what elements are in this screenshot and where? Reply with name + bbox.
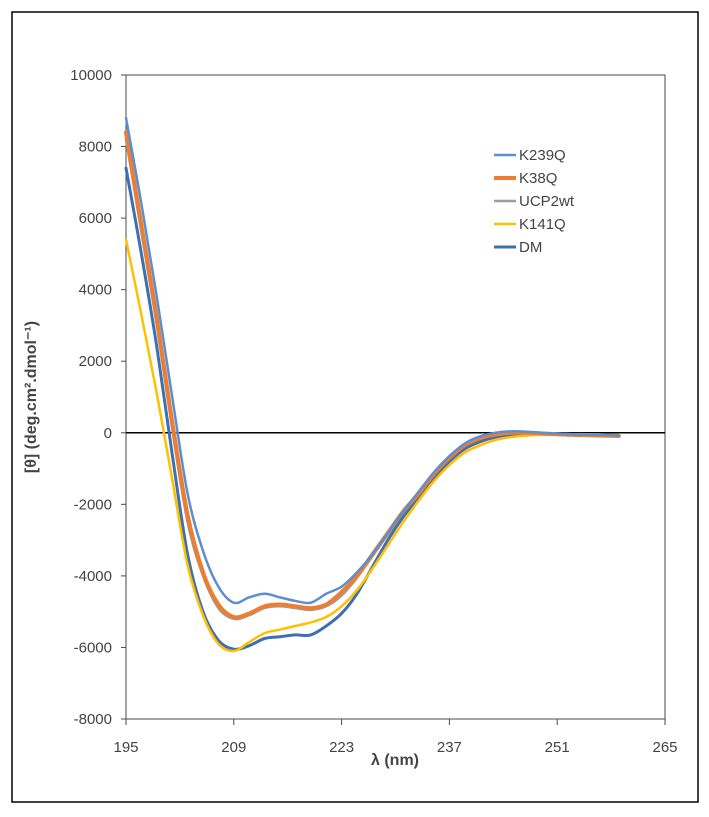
x-axis-title: λ (nm) [371,752,419,769]
x-tick-label: 195 [113,739,138,756]
y-tick-label: 4000 [79,282,112,299]
y-axis-title: [θ] (deg.cm².dmol⁻¹) [23,321,40,473]
legend-label-k38q: K38Q [519,170,557,187]
y-tick-label: -2000 [74,496,112,513]
y-tick-label: -4000 [74,568,112,585]
legend-label-ucp2wt: UCP2wt [519,193,575,210]
x-tick-label: 237 [437,739,462,756]
plot-area [125,74,666,720]
y-tick-label: 8000 [79,139,112,156]
y-tick-label: 10000 [70,67,112,84]
legend: K239Q K38Q UCP2wt K141Q DM [494,147,575,256]
legend-label-k239q: K239Q [519,147,566,164]
x-tick-label: 209 [221,739,246,756]
legend-label-dm: DM [519,239,542,256]
y-tick-label: -8000 [74,711,112,728]
x-tick-label: 265 [652,739,677,756]
legend-label-k141q: K141Q [519,216,566,233]
x-tick-label: 223 [329,739,354,756]
y-tick-label: 2000 [79,353,112,370]
y-tick-label: -6000 [74,639,112,656]
y-tick-label: 6000 [79,210,112,227]
x-tick-label: 251 [545,739,570,756]
y-tick-label: 0 [104,425,112,442]
series-line-k239q [124,116,621,605]
